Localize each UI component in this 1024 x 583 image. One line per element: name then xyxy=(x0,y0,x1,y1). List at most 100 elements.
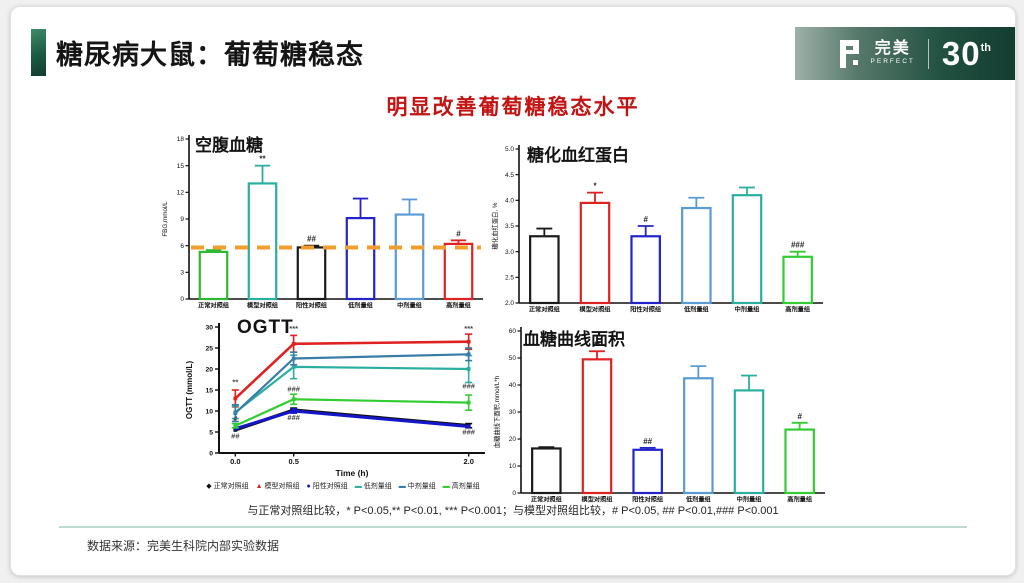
legend-marker-icon: ◆ xyxy=(206,482,212,490)
ogtt-legend: ◆ 正常对照组 ▲ 模型对照组 ● 阳性对照组 ▬ 低剂量组 ▬ 中剂量组 ▬ 高剂量组 xyxy=(183,481,503,491)
legend-marker-icon: ▬ xyxy=(398,482,406,490)
chart-hba1c: 2.0 2.5 3.0 3.5 4.0 4.5 5.0 糖化血红蛋白, % 正常对照组 * 模型对照… xyxy=(489,137,831,321)
svg-text:Time (h): Time (h) xyxy=(336,468,369,478)
legend-label: 正常对照组 xyxy=(213,483,249,490)
svg-text:60: 60 xyxy=(509,328,517,335)
auc-chart-title: 血糖曲线面积 xyxy=(523,330,625,349)
legend-label: 阳性对照组 xyxy=(312,483,348,490)
svg-text:0: 0 xyxy=(209,450,213,457)
page-title: 糖尿病大鼠：葡萄糖稳态 xyxy=(56,40,364,70)
svg-text:**: ** xyxy=(232,378,238,387)
svg-text:30: 30 xyxy=(509,409,517,416)
fbg-chart-title: 空腹血糖 xyxy=(195,136,263,155)
svg-text:***: *** xyxy=(289,324,298,333)
svg-text:**: ** xyxy=(594,340,601,349)
banner-divider xyxy=(927,38,929,69)
chart-auc: 0 10 20 30 40 50 60 血糖曲线下面积,mmol/L*h 正常对照组 ** 模型对照… xyxy=(491,319,833,511)
svg-text:12: 12 xyxy=(177,190,185,197)
svg-text:#: # xyxy=(456,229,461,238)
ogtt-legend-item: ◆ 正常对照组 xyxy=(206,481,248,491)
ogtt-line-chart: 0 5 10 15 20 25 30 0.0 0.5 2.0 Time (h) OGTT (mmol/… xyxy=(185,323,485,478)
ogtt-legend-item: ▬ 高剂量组 xyxy=(443,481,480,491)
svg-text:血糖曲线下面积,mmol/L*h: 血糖曲线下面积,mmol/L*h xyxy=(492,375,501,448)
svg-text:30: 30 xyxy=(205,324,213,331)
svg-text:25: 25 xyxy=(205,345,213,352)
svg-text:**: ** xyxy=(259,155,266,164)
legend-label: 低剂量组 xyxy=(363,483,392,490)
svg-text:3: 3 xyxy=(180,270,184,277)
legend-label: 高剂量组 xyxy=(451,483,480,490)
ogtt-legend-item: ▬ 低剂量组 xyxy=(355,481,392,491)
svg-text:阳性对照组: 阳性对照组 xyxy=(632,496,664,504)
svg-text:9: 9 xyxy=(180,216,184,223)
svg-text:##: ## xyxy=(307,235,316,244)
svg-text:50: 50 xyxy=(509,355,517,362)
svg-text:中剂量组: 中剂量组 xyxy=(735,306,761,314)
legend-marker-icon: ● xyxy=(306,482,311,490)
legend-label: 中剂量组 xyxy=(407,483,436,490)
svg-text:##: ## xyxy=(231,432,240,441)
svg-text:模型对照组: 模型对照组 xyxy=(580,306,612,314)
ogtt-legend-item: ▲ 模型对照组 xyxy=(256,481,300,491)
legend-label: 模型对照组 xyxy=(264,483,300,490)
svg-text:中剂量组: 中剂量组 xyxy=(737,496,763,504)
svg-text:低剂量组: 低剂量组 xyxy=(347,302,374,310)
svg-text:###: ### xyxy=(791,241,805,250)
svg-text:高剂量组: 高剂量组 xyxy=(787,496,813,504)
svg-text:模型对照组: 模型对照组 xyxy=(582,496,614,504)
svg-text:0: 0 xyxy=(512,490,516,497)
legend-marker-icon: ▬ xyxy=(442,482,450,490)
svg-text:15: 15 xyxy=(205,387,213,394)
legend-marker-icon: ▲ xyxy=(255,482,263,490)
svg-text:模型对照组: 模型对照组 xyxy=(247,302,279,310)
svg-text:4.0: 4.0 xyxy=(505,198,514,205)
svg-text:15: 15 xyxy=(177,163,185,170)
svg-text:OGTT (mmol/L): OGTT (mmol/L) xyxy=(185,361,194,420)
svg-text:正常对照组: 正常对照组 xyxy=(529,306,561,314)
svg-text:###: ### xyxy=(287,413,300,422)
slide-card: 糖尿病大鼠：葡萄糖稳态 完美 PERFECT 30th 明显改善葡萄糖稳态水平 … xyxy=(10,6,1016,576)
brand-name-cn: 完美 xyxy=(874,40,911,58)
svg-text:6: 6 xyxy=(180,243,184,250)
svg-text:2.0: 2.0 xyxy=(505,300,514,307)
svg-text:阳性对照组: 阳性对照组 xyxy=(630,306,662,314)
hba1c-chart-title: 糖化血红蛋白 xyxy=(527,146,629,165)
ogtt-chart-title: OGTT xyxy=(237,317,294,338)
svg-text:10: 10 xyxy=(205,408,213,415)
svg-text:#: # xyxy=(233,414,238,423)
svg-text:5.0: 5.0 xyxy=(505,146,514,153)
title-accent-bar xyxy=(31,29,46,76)
svg-text:###: ### xyxy=(462,428,475,437)
data-source: 数据来源：完美生科院内部实验数据 xyxy=(87,539,280,553)
svg-text:###: ### xyxy=(287,384,300,393)
svg-text:###: ### xyxy=(462,382,475,391)
perfect-p-icon xyxy=(839,39,862,69)
svg-text:#: # xyxy=(797,412,802,421)
fbg-bar-chart: 0 3 6 9 12 15 18 FBG,mmol/L 正常对照组 ** 模型对照组 ## 阳性对照组 低… xyxy=(162,135,483,310)
svg-text:2.0: 2.0 xyxy=(463,457,473,466)
svg-text:中剂量组: 中剂量组 xyxy=(397,302,423,310)
svg-text:正常对照组: 正常对照组 xyxy=(198,302,230,310)
legend-marker-icon: ▬ xyxy=(354,482,362,490)
svg-text:4.5: 4.5 xyxy=(505,172,514,179)
ogtt-legend-item: ▬ 中剂量组 xyxy=(399,481,436,491)
svg-text:10: 10 xyxy=(509,463,517,470)
svg-text:40: 40 xyxy=(509,382,517,389)
svg-text:2.5: 2.5 xyxy=(505,275,514,282)
significance-footnote: 与正常对照组比较，* P<0.05,** P<0.01, *** P<0.001… xyxy=(247,505,779,517)
svg-text:3.5: 3.5 xyxy=(505,223,514,230)
svg-text:正常对照组: 正常对照组 xyxy=(531,496,563,504)
brand-name-en: PERFECT xyxy=(870,58,915,66)
svg-text:5: 5 xyxy=(209,429,213,436)
hba1c-bar-chart: 2.0 2.5 3.0 3.5 4.0 4.5 5.0 糖化血红蛋白, % 正常对照组 * 模型对照… xyxy=(490,145,823,314)
auc-bar-chart: 0 10 20 30 40 50 60 血糖曲线下面积,mmol/L*h 正常对照组 ** 模型对照… xyxy=(492,327,825,504)
svg-text:20: 20 xyxy=(205,366,213,373)
svg-text:***: *** xyxy=(464,324,473,333)
ogtt-legend-item: ● 阳性对照组 xyxy=(307,481,348,491)
svg-text:阳性对照组: 阳性对照组 xyxy=(296,302,328,310)
svg-text:低剂量组: 低剂量组 xyxy=(685,496,712,504)
svg-text:0: 0 xyxy=(180,296,184,303)
brand-banner: 完美 PERFECT 30th xyxy=(795,27,1015,80)
svg-text:高剂量组: 高剂量组 xyxy=(446,302,472,310)
